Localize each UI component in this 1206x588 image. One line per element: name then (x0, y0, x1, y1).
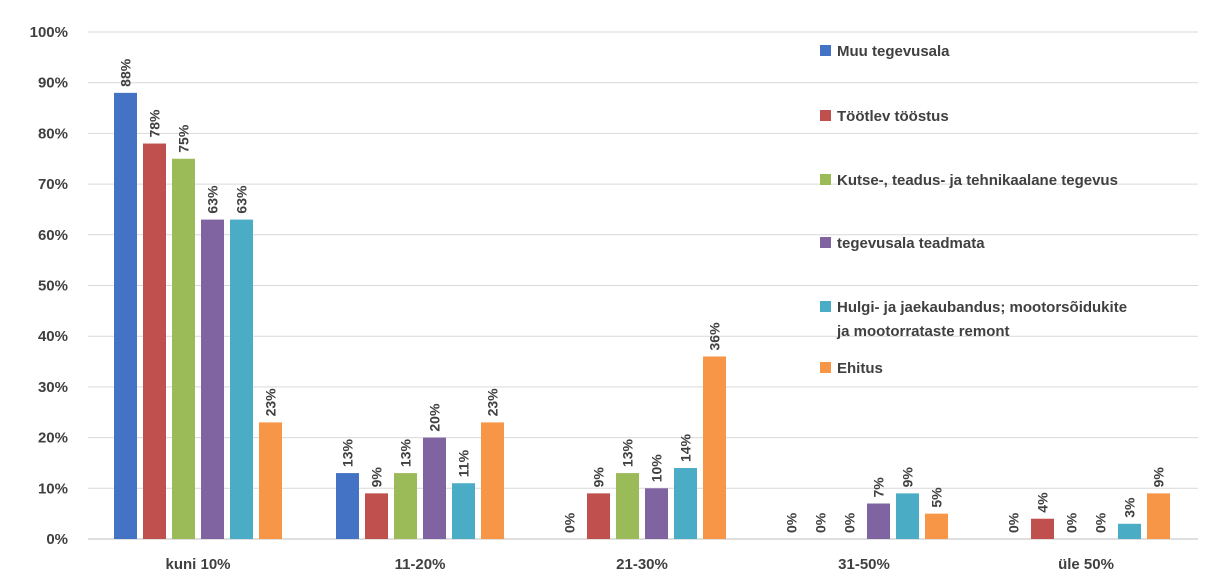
data-label: 13% (340, 439, 356, 468)
bar (201, 219, 224, 539)
data-labels: 88% 78% 75% 63% 63% 23% 13% 9% 13% 20% 11% 23% 0% 9% 1… (118, 58, 1167, 533)
bar (867, 503, 890, 539)
data-label: 0% (1006, 512, 1022, 533)
y-tick-label: 60% (38, 227, 68, 244)
data-label: 5% (929, 487, 945, 508)
x-tick-label: 31-50% (838, 556, 890, 573)
data-label: 14% (678, 433, 694, 462)
x-tick-label: üle 50% (1058, 556, 1114, 573)
data-label: 0% (562, 512, 578, 533)
bar (365, 493, 388, 539)
legend-label: Töötlev tööstus (837, 108, 949, 125)
y-tick-label: 80% (38, 125, 68, 142)
y-axis: 0% 10% 20% 30% 40% 50% 60% 70% 80% 90% 100% (30, 24, 68, 548)
data-label: 4% (1035, 492, 1051, 513)
data-label: 63% (205, 185, 221, 214)
y-tick-label: 10% (38, 480, 68, 497)
data-label: 7% (871, 477, 887, 498)
x-tick-label: 11-20% (395, 556, 446, 573)
bar (925, 513, 948, 539)
data-label: 9% (369, 467, 385, 488)
bar (1118, 523, 1141, 539)
data-label: 13% (620, 439, 636, 468)
data-label: 23% (485, 388, 501, 417)
x-tick-label: kuni 10% (165, 556, 230, 573)
data-label: 10% (649, 454, 665, 483)
data-label: 20% (427, 403, 443, 432)
y-tick-label: 40% (38, 328, 68, 345)
bar (587, 493, 610, 539)
bar (230, 219, 253, 539)
bar (1031, 518, 1054, 539)
legend-label: Ehitus (837, 360, 883, 377)
data-label: 13% (398, 439, 414, 468)
bar (645, 488, 668, 539)
x-axis: kuni 10% 11-20% 21-30% 31-50% üle 50% (165, 556, 1113, 573)
bar (143, 143, 166, 540)
bar (1147, 493, 1170, 539)
y-tick-label: 50% (38, 278, 68, 295)
gridlines (88, 31, 1198, 540)
data-label: 75% (176, 124, 192, 153)
legend-swatch (820, 174, 831, 185)
legend-swatch (820, 301, 831, 312)
data-label: 0% (1064, 512, 1080, 533)
bar (394, 473, 417, 539)
legend-label: Kutse-, teadus- ja tehnikaalane tegevus (837, 172, 1118, 189)
legend-swatch (820, 45, 831, 56)
data-label: 3% (1122, 497, 1138, 518)
bar (703, 356, 726, 539)
legend-swatch (820, 362, 831, 373)
legend-swatch (820, 110, 831, 121)
data-label: 88% (118, 58, 134, 87)
x-tick-label: 21-30% (616, 556, 668, 573)
legend-label: Muu tegevusala (837, 43, 950, 60)
data-label: 0% (813, 512, 829, 533)
bar (452, 483, 475, 539)
data-label: 11% (456, 449, 472, 477)
data-label: 23% (263, 388, 279, 417)
bar (336, 473, 359, 539)
bar (423, 437, 446, 539)
y-tick-label: 0% (46, 531, 68, 548)
data-label: 63% (234, 185, 250, 214)
data-label: 9% (1151, 467, 1167, 488)
bar (172, 158, 195, 539)
legend-label: ja mootorrataste remont (836, 323, 1010, 340)
y-tick-label: 30% (38, 379, 68, 396)
data-label: 36% (707, 322, 723, 351)
bar (259, 422, 282, 539)
data-label: 0% (784, 512, 800, 533)
legend: Muu tegevusala Töötlev tööstus Kutse-, tea… (820, 43, 1127, 377)
bar (896, 493, 919, 539)
data-label: 0% (842, 512, 858, 533)
data-label: 0% (1093, 512, 1109, 533)
y-tick-label: 70% (38, 176, 68, 193)
y-tick-label: 100% (30, 24, 68, 41)
y-tick-label: 20% (38, 430, 68, 447)
data-label: 9% (900, 467, 916, 488)
data-label: 9% (591, 467, 607, 488)
legend-label: tegevusala teadmata (837, 235, 985, 252)
legend-label: Hulgi- ja jaekaubandus; mootorsõidukite (837, 299, 1127, 316)
data-label: 78% (147, 109, 163, 138)
bar (616, 473, 639, 539)
bar (674, 468, 697, 539)
y-tick-label: 90% (38, 75, 68, 92)
bar (114, 92, 137, 539)
legend-swatch (820, 237, 831, 248)
bars (114, 92, 1170, 540)
bar (481, 422, 504, 539)
